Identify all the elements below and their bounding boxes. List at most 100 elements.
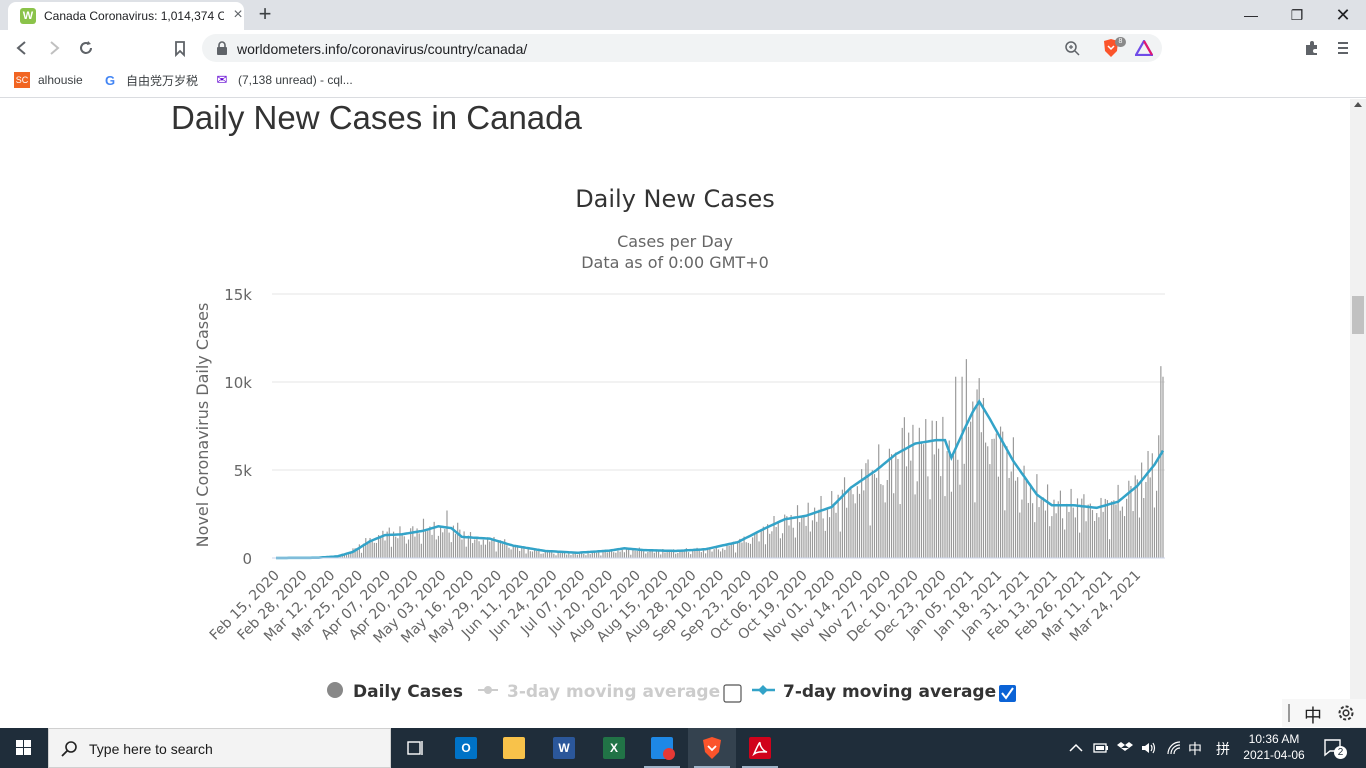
scroll-up-arrow-icon[interactable] (1354, 102, 1362, 107)
daily-case-bar (871, 470, 873, 558)
brave-app[interactable] (688, 728, 736, 768)
word-app[interactable]: W (540, 728, 588, 768)
daily-case-bar (410, 528, 412, 558)
y-tick-label: 10k (224, 374, 252, 392)
excel-app[interactable]: X (590, 728, 638, 768)
daily-case-bar (1064, 529, 1066, 558)
daily-case-bar (942, 416, 944, 558)
legend-label-daily-cases: Daily Cases (353, 682, 463, 702)
daily-case-bar (1006, 446, 1008, 558)
lock-icon[interactable] (216, 41, 228, 55)
snip-app[interactable] (638, 728, 686, 768)
daily-case-bar (610, 551, 613, 558)
wifi-icon[interactable] (1166, 740, 1184, 756)
daily-case-bar (745, 542, 747, 558)
daily-case-bar (1151, 453, 1153, 558)
daily-case-bar (527, 547, 529, 558)
acrobat-app[interactable] (736, 728, 784, 768)
notifications-button[interactable]: 2 (1322, 736, 1347, 760)
daily-case-bar (516, 545, 519, 558)
daily-case-bar (596, 552, 598, 558)
daily-case-bar (497, 541, 499, 558)
scroll-thumb[interactable] (1352, 296, 1364, 334)
daily-case-bar (521, 547, 523, 558)
outlook-app[interactable]: O (442, 728, 490, 768)
daily-case-bar (927, 476, 929, 558)
bookmark-yahoo-mail[interactable]: ✉ (7,138 unread) - cql... (214, 72, 353, 92)
file-explorer-app[interactable] (490, 728, 538, 768)
brave-rewards-icon[interactable] (1135, 40, 1153, 56)
daily-case-bar (707, 548, 709, 558)
daily-case-bar (435, 539, 437, 558)
bookmark-alhousie[interactable]: SC alhousie (14, 72, 83, 92)
daily-case-bar (367, 543, 369, 558)
grid-lines (272, 293, 1165, 471)
volume-icon[interactable] (1140, 740, 1158, 756)
taskbar-clock[interactable]: 10:36 AM 2021-04-06 (1240, 731, 1308, 763)
daily-case-bar (508, 547, 510, 558)
menu-icon[interactable] (1336, 39, 1350, 57)
legend-7-day-average[interactable]: 7-day moving average (752, 682, 996, 702)
forward-icon[interactable] (44, 38, 64, 58)
ime-pinyin-indicator[interactable]: 拼 (1216, 741, 1230, 757)
clock-date: 2021-04-06 (1243, 748, 1305, 762)
legend-dot-icon (484, 686, 492, 694)
gear-icon[interactable] (1336, 703, 1356, 723)
page-scrollbar[interactable] (1350, 99, 1366, 728)
minimize-button[interactable]: — (1244, 7, 1258, 23)
task-view-button[interactable] (392, 728, 440, 768)
legend-3-day-average[interactable]: 3-day moving average (478, 682, 720, 702)
daily-case-bar (867, 459, 869, 558)
taskbar-search[interactable]: Type here to search (48, 728, 391, 768)
new-tab-button[interactable]: + (258, 1, 272, 26)
daily-case-bar (459, 529, 461, 558)
daily-case-bar (660, 554, 662, 558)
brave-shields-icon[interactable] (1102, 38, 1120, 58)
ime-indicator[interactable]: 中 (1188, 741, 1202, 757)
daily-case-bar (544, 550, 546, 558)
battery-icon[interactable] (1092, 740, 1110, 756)
daily-case-bar (566, 554, 568, 558)
bookmark-icon[interactable] (170, 38, 190, 58)
daily-case-bar (807, 502, 809, 558)
ime-handle[interactable] (1288, 704, 1290, 722)
daily-case-bar (692, 549, 694, 558)
daily-case-bar (944, 496, 946, 558)
checkbox-7-day-average[interactable] (999, 685, 1016, 702)
extensions-icon[interactable] (1303, 39, 1321, 57)
daily-case-bar (937, 448, 940, 558)
y-tick-label: 15k (224, 286, 252, 304)
url-text[interactable]: worldometers.info/coronavirus/country/ca… (237, 41, 528, 57)
daily-case-bar (420, 543, 422, 558)
daily-case-bar (987, 446, 989, 558)
bookmark-google[interactable]: G 自由党万岁税 (102, 72, 198, 92)
daily-case-bar (1025, 479, 1027, 558)
daily-case-bar (739, 538, 741, 558)
daily-case-bar (625, 549, 628, 558)
tab-title: Canada Coronavirus: 1,014,374 Cases (44, 9, 224, 23)
reload-icon[interactable] (76, 38, 96, 58)
legend-daily-cases[interactable]: Daily Cases (327, 682, 463, 702)
daily-case-bar (589, 554, 591, 558)
browser-tab[interactable]: W Canada Coronavirus: 1,014,374 Cases × (8, 2, 244, 30)
windows-start-icon[interactable] (0, 728, 48, 768)
brave-icon (703, 737, 721, 759)
restore-button[interactable]: ❐ (1290, 7, 1304, 23)
daily-case-bar (950, 491, 952, 558)
ime-mode[interactable]: 中 (1304, 706, 1322, 726)
chevron-up-icon[interactable] (1068, 741, 1084, 755)
address-bar[interactable]: worldometers.info/coronavirus/country/ca… (202, 34, 1162, 62)
checkbox-3-day-average[interactable] (723, 684, 742, 703)
daily-case-bar (356, 547, 358, 558)
dropbox-icon[interactable] (1116, 740, 1134, 756)
daily-case-bar (1068, 511, 1070, 558)
daily-case-bar (861, 469, 863, 558)
daily-case-bar (1074, 517, 1076, 558)
close-tab-icon[interactable]: × (233, 6, 243, 23)
zoom-icon[interactable] (1064, 40, 1080, 56)
checkmark-icon (1001, 687, 1014, 700)
close-window-button[interactable]: ✕ (1335, 5, 1351, 25)
daily-case-bar (982, 397, 985, 558)
back-icon[interactable] (12, 38, 32, 58)
legend-circle-icon (327, 682, 343, 698)
